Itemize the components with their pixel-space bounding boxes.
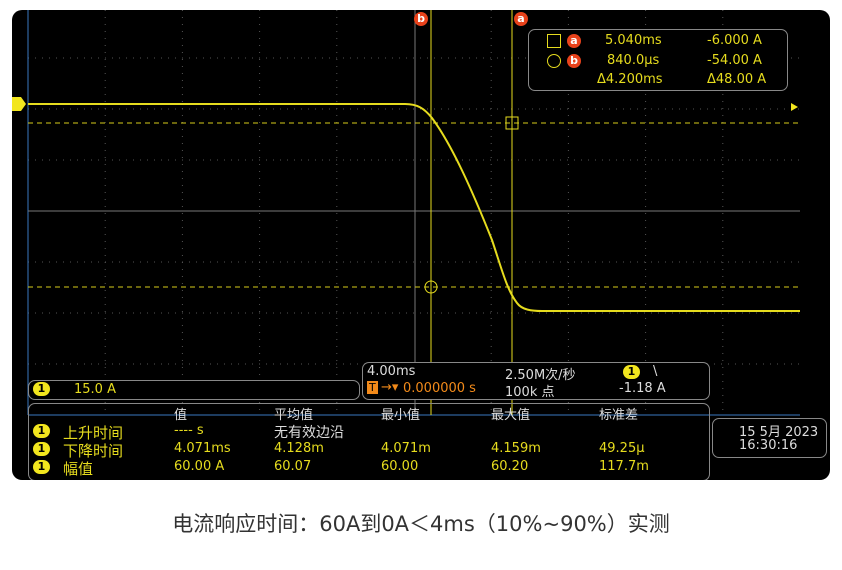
trigger-icon: T (367, 381, 378, 394)
amplitude-label: 幅值 (63, 460, 94, 478)
cursor-a-badge: a (567, 34, 581, 48)
header-min: 最小值 (381, 408, 421, 423)
fall-time-mean: 4.128m (274, 441, 324, 456)
datetime-panel: 15 5月 2023 16:30:16 (712, 418, 827, 458)
channel-1-ground-marker[interactable] (12, 97, 26, 111)
trigger-level: -1.18 A (619, 381, 666, 396)
rise-time-label: 上升时间 (63, 424, 124, 442)
falling-edge-icon: \ (653, 364, 658, 379)
rise-time-value: ---- s (174, 423, 204, 438)
channel-1-scale: 15.0 A (74, 382, 116, 397)
amplitude-min: 60.00 (381, 459, 419, 474)
cursor-readout-panel: a 5.040ms -6.000 A b 840.0µs -54.00 A Δ4… (528, 29, 788, 91)
timebase-scale: 4.00ms (367, 364, 416, 379)
channel-1-scale-panel[interactable]: 1 15.0 A (28, 380, 360, 400)
header-max: 最大值 (491, 408, 531, 423)
cursor-b-marker (424, 280, 438, 294)
header-value: 值 (174, 408, 188, 423)
cursor-a-time: 5.040ms (605, 33, 662, 48)
cursor-b-value: -54.00 A (707, 53, 762, 68)
waveform-display (12, 10, 800, 416)
fall-time-label: 下降时间 (63, 442, 124, 460)
trigger-offset: 0.000000 s (403, 381, 476, 396)
amplitude-value: 60.00 A (174, 459, 225, 474)
trigger-channel-badge: 1 (623, 365, 640, 379)
delta-time: Δ4.200ms (597, 72, 663, 87)
channel-badge: 1 (33, 460, 50, 474)
fall-time-min: 4.071m (381, 441, 431, 456)
cursor-b-tag[interactable]: b (414, 12, 428, 26)
amplitude-mean: 60.07 (274, 459, 312, 474)
timebase-panel[interactable]: 4.00ms T →▾ 0.000000 s 2.50M次/秒 100k 点 1… (362, 362, 710, 400)
channel-1-badge: 1 (33, 382, 50, 396)
measurement-panel: 值 平均值 最小值 最大值 标准差 1 上升时间 ---- s 无有效边沿 1 … (28, 403, 710, 480)
time: 16:30:16 (739, 438, 798, 453)
sample-rate: 2.50M次/秒 (505, 368, 576, 383)
header-std: 标准差 (599, 408, 639, 423)
channel-badge: 1 (33, 442, 50, 456)
trigger-level-marker[interactable] (791, 103, 798, 111)
cursor-b-badge: b (567, 54, 581, 68)
caption: 电流响应时间：60A到0A＜4ms（10%~90%）实测 (172, 512, 670, 536)
record-length: 100k 点 (505, 385, 555, 400)
fall-time-max: 4.159m (491, 441, 541, 456)
amplitude-std: 117.7m (599, 459, 649, 474)
amplitude-max: 60.20 (491, 459, 529, 474)
cursor-a-marker (505, 116, 519, 130)
fall-time-value: 4.071ms (174, 441, 231, 456)
oscilloscope-screen: b a a 5.040ms -6.000 A b 840.0µs -54.00 … (12, 10, 830, 480)
channel-1-trace (28, 103, 800, 312)
cursor-a-tag[interactable]: a (514, 12, 528, 26)
header-mean: 平均值 (274, 408, 314, 423)
trigger-arrow-icon: →▾ (381, 380, 399, 395)
rise-time-note: 无有效边沿 (274, 425, 344, 441)
circle-icon (547, 54, 561, 68)
date: 15 5月 2023 (739, 425, 819, 440)
square-icon (547, 34, 561, 48)
delta-value: Δ48.00 A (707, 72, 767, 87)
fall-time-std: 49.25µ (599, 441, 645, 456)
channel-badge: 1 (33, 424, 50, 438)
cursor-b-time: 840.0µs (607, 53, 660, 68)
cursor-a-value: -6.000 A (707, 33, 762, 48)
